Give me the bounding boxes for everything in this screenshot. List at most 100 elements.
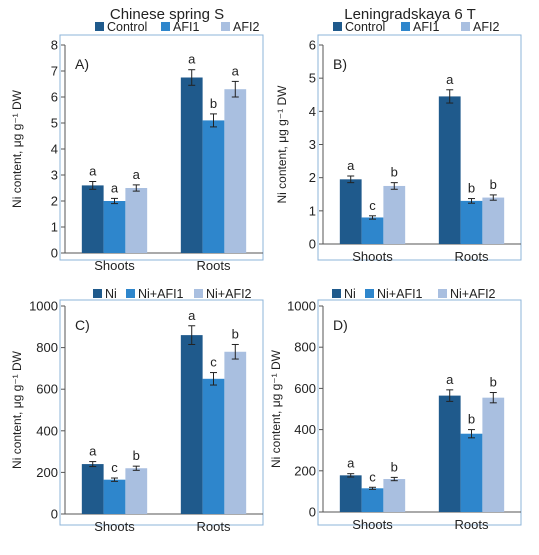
legend-swatch: [332, 289, 341, 298]
significance-letter: c: [369, 469, 376, 484]
legend-swatch: [95, 22, 104, 31]
x-tick-label: Shoots: [352, 517, 393, 532]
significance-letter: b: [133, 448, 140, 463]
significance-letter: b: [391, 165, 398, 180]
legend-swatch: [194, 289, 203, 298]
legend-entry: Control: [107, 20, 147, 34]
y-tick-label: 3: [309, 137, 316, 152]
bar: [125, 188, 148, 253]
y-tick-label: 600: [36, 382, 58, 397]
bar: [383, 185, 406, 244]
y-axis-label: Ni content, μg g⁻¹ DW: [269, 349, 283, 468]
bar: [202, 378, 225, 514]
y-tick-label: 5: [309, 71, 316, 86]
bar: [81, 185, 104, 253]
column-title-leningradskaya: Leningradskaya 6 T: [344, 6, 475, 23]
bar: [438, 96, 461, 245]
legend-entry: Ni: [344, 287, 356, 301]
significance-letter: a: [111, 180, 119, 195]
legend-swatch: [93, 289, 102, 298]
significance-letter: b: [468, 181, 475, 196]
significance-letter: b: [490, 375, 497, 390]
x-tick-label: Roots: [455, 249, 489, 264]
bar: [339, 475, 362, 512]
y-tick-label: 8: [51, 38, 58, 53]
panel-label: C): [75, 317, 90, 333]
bar: [438, 395, 461, 512]
significance-letter: a: [188, 308, 196, 323]
legend-entry: Ni+AFI1: [377, 287, 423, 301]
legend-swatch: [126, 289, 135, 298]
y-tick-label: 7: [51, 64, 58, 79]
y-tick-label: 800: [294, 340, 316, 355]
y-tick-label: 0: [309, 237, 316, 252]
bar: [339, 179, 362, 244]
bar: [460, 433, 483, 512]
x-tick-label: Roots: [197, 258, 231, 273]
significance-letter: a: [89, 444, 97, 459]
significance-letter: a: [446, 372, 454, 387]
significance-letter: a: [347, 158, 355, 173]
significance-letter: a: [133, 167, 141, 182]
y-tick-label: 0: [51, 246, 58, 261]
panel-label: B): [333, 56, 347, 72]
bar: [383, 479, 406, 512]
panel-frame: [59, 34, 264, 261]
legend-swatch: [401, 22, 410, 31]
y-tick-label: 1: [51, 220, 58, 235]
y-axis-label: Ni content, μg g⁻¹ DW: [10, 89, 24, 208]
bar: [202, 120, 225, 254]
panel-label: D): [333, 317, 348, 333]
legend-entry: Control: [345, 20, 385, 34]
significance-letter: b: [468, 412, 475, 427]
bar: [361, 488, 384, 512]
y-tick-label: 200: [294, 463, 316, 478]
y-tick-label: 0: [51, 507, 58, 522]
y-tick-label: 3: [51, 168, 58, 183]
y-tick-label: 4: [51, 142, 58, 157]
legend-entry: Ni+AFI2: [206, 287, 252, 301]
y-tick-label: 400: [36, 423, 58, 438]
y-tick-label: 800: [36, 340, 58, 355]
legend-entry: Ni+AFI1: [138, 287, 184, 301]
chart-panel-3: 0 200 400 600 800 1000 Ni content, μg g⁻¹ DW Sh…: [10, 287, 264, 534]
bar: [103, 479, 126, 514]
y-tick-label: 6: [309, 38, 316, 53]
legend-entry: AFI2: [233, 20, 259, 34]
bar: [180, 335, 203, 514]
significance-letter: b: [490, 177, 497, 192]
significance-letter: c: [369, 198, 376, 213]
legend-swatch: [365, 289, 374, 298]
legend-entry: Ni+AFI2: [450, 287, 496, 301]
y-tick-label: 4: [309, 104, 316, 119]
legend-entry: AFI1: [413, 20, 439, 34]
significance-letter: a: [188, 52, 196, 67]
y-axis-label: Ni content, μg g⁻¹ DW: [10, 350, 24, 469]
y-tick-label: 600: [294, 381, 316, 396]
legend-entry: AFI1: [173, 20, 199, 34]
legend-swatch: [161, 22, 170, 31]
column-title-chinese-spring: Chinese spring S: [110, 6, 224, 23]
y-tick-label: 2: [309, 170, 316, 185]
significance-letter: a: [89, 164, 97, 179]
x-tick-label: Shoots: [94, 519, 135, 534]
y-axis-label: Ni content, μg g⁻¹ DW: [275, 85, 289, 204]
x-tick-label: Shoots: [94, 258, 135, 273]
y-tick-label: 200: [36, 465, 58, 480]
y-tick-label: 2: [51, 194, 58, 209]
y-tick-label: 400: [294, 422, 316, 437]
significance-letter: c: [210, 355, 217, 370]
y-tick-label: 1000: [29, 299, 58, 314]
chart-panel-4: 0 200 400 600 800 1000 Ni content, μg g⁻¹ DW Sh…: [269, 287, 522, 532]
significance-letter: a: [446, 72, 454, 87]
x-tick-label: Roots: [455, 517, 489, 532]
bar: [81, 464, 104, 514]
legend-swatch: [461, 22, 470, 31]
y-tick-label: 1: [309, 203, 316, 218]
significance-letter: a: [347, 456, 355, 471]
significance-letter: b: [210, 96, 217, 111]
